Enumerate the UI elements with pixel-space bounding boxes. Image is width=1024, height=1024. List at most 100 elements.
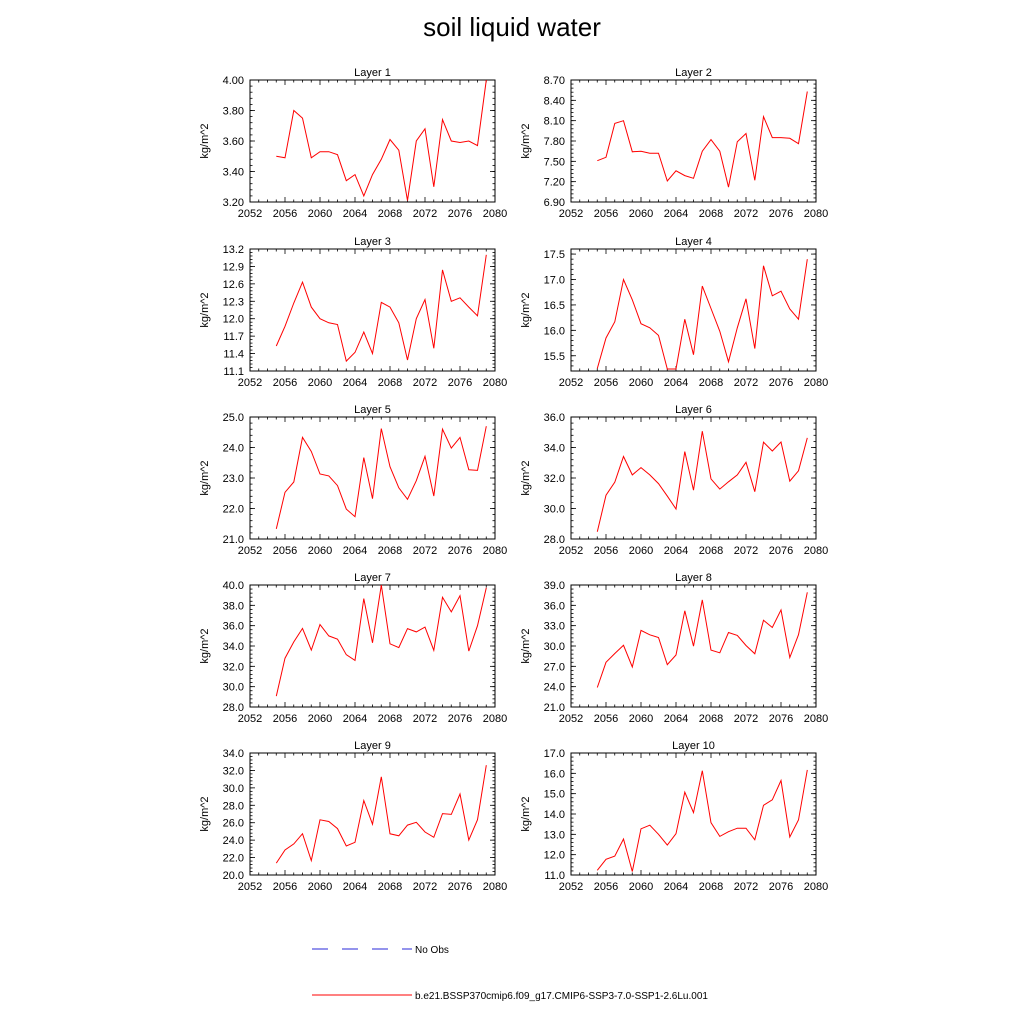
y-tick-label: 28.0 [223,800,244,812]
x-tick-label: 2072 [734,713,758,725]
y-tick-label: 3.80 [223,106,244,118]
x-tick-label: 2068 [378,545,402,557]
panel-title: Layer 10 [672,740,715,752]
x-tick-label: 2072 [734,881,758,893]
x-tick-label: 2080 [483,881,507,893]
x-tick-label: 2060 [629,545,653,557]
y-tick-label: 28.0 [544,534,565,546]
x-tick-label: 2056 [594,208,618,220]
panel-title: Layer 4 [675,236,712,248]
y-tick-label: 20.0 [223,870,244,882]
x-tick-label: 2060 [308,545,332,557]
x-tick-label: 2060 [308,713,332,725]
y-tick-label: 28.0 [223,702,244,714]
y-axis-label: kg/m^2 [199,292,211,327]
y-tick-label: 3.40 [223,167,244,179]
x-tick-label: 2076 [769,208,793,220]
y-tick-label: 7.20 [544,177,565,189]
y-tick-label: 24.0 [223,443,244,455]
x-tick-label: 2068 [378,881,402,893]
x-tick-label: 2064 [343,713,367,725]
x-tick-label: 2052 [238,545,262,557]
y-tick-label: 12.9 [223,261,244,273]
panel-title: Layer 6 [675,404,712,416]
y-tick-label: 17.5 [544,249,565,261]
x-tick-label: 2056 [273,545,297,557]
y-tick-label: 24.0 [544,682,565,694]
y-tick-label: 7.50 [544,156,565,168]
y-tick-label: 12.3 [223,296,244,308]
y-tick-label: 40.0 [223,580,244,592]
y-tick-label: 30.0 [544,641,565,653]
y-tick-label: 11.7 [223,331,244,343]
plot-frame [570,752,817,876]
y-tick-label: 39.0 [544,580,565,592]
x-tick-label: 2052 [238,377,262,389]
plot-frame [249,752,496,876]
panel-title: Layer 8 [675,572,712,584]
y-tick-label: 16.0 [544,325,565,337]
y-tick-label: 25.0 [223,412,244,424]
x-tick-label: 2060 [308,208,332,220]
y-tick-label: 22.0 [223,504,244,516]
x-tick-label: 2056 [594,377,618,389]
y-tick-label: 15.0 [544,789,565,801]
panel-layer-9: Layer 9 kg/m^2 2052 2056 2060 2064 2068 2072 207… [199,740,507,893]
series-line [275,585,487,697]
x-tick-label: 2080 [483,713,507,725]
y-tick-label: 12.6 [223,279,244,291]
series-line [275,254,487,363]
y-tick-label: 3.60 [223,136,244,148]
x-tick-label: 2076 [769,713,793,725]
y-tick-label: 26.0 [223,818,244,830]
panel-title: Layer 9 [354,740,391,752]
chart-title: soil liquid water [423,12,601,42]
series-line [596,769,808,872]
x-tick-label: 2060 [629,713,653,725]
series-line [596,259,808,370]
panel-layer-6: Layer 6 kg/m^2 2052 2056 2060 2064 2068 2072 207… [520,404,828,557]
x-tick-label: 2080 [804,377,828,389]
x-tick-label: 2052 [559,377,583,389]
x-tick-label: 2056 [273,208,297,220]
x-tick-label: 2080 [804,545,828,557]
x-tick-label: 2072 [734,208,758,220]
y-tick-label: 30.0 [223,783,244,795]
y-tick-label: 27.0 [544,661,565,673]
y-tick-label: 3.20 [223,197,244,209]
y-tick-label: 7.80 [544,136,565,148]
panel-title: Layer 3 [354,236,391,248]
x-tick-label: 2068 [699,881,723,893]
x-tick-label: 2064 [664,713,688,725]
x-tick-label: 2072 [413,713,437,725]
y-axis-label: kg/m^2 [520,292,532,327]
y-tick-label: 8.70 [544,75,565,87]
y-axis-label: kg/m^2 [520,123,532,158]
x-tick-label: 2068 [699,713,723,725]
x-tick-label: 2060 [629,377,653,389]
panel-layer-8: Layer 8 kg/m^2 2052 2056 2060 2064 2068 2072 207… [520,572,828,725]
y-tick-label: 30.0 [223,682,244,694]
y-tick-label: 32.0 [544,473,565,485]
y-tick-label: 11.1 [223,366,244,378]
panel-layer-1: Layer 1 kg/m^2 2052 2056 2060 2064 2068 2072 207… [199,67,507,220]
x-tick-label: 2080 [804,713,828,725]
x-tick-label: 2072 [734,545,758,557]
y-tick-label: 33.0 [544,621,565,633]
plot-frame [249,79,496,203]
y-tick-label: 24.0 [223,835,244,847]
x-tick-label: 2056 [273,881,297,893]
x-tick-label: 2076 [448,208,472,220]
x-tick-label: 2052 [238,881,262,893]
x-tick-label: 2076 [448,545,472,557]
y-tick-label: 4.00 [223,75,244,87]
y-axis-label: kg/m^2 [199,628,211,663]
y-axis-label: kg/m^2 [520,460,532,495]
series-line [275,426,487,530]
y-tick-label: 17.0 [544,275,565,287]
x-tick-label: 2080 [483,377,507,389]
panel-layer-5: Layer 5 kg/m^2 2052 2056 2060 2064 2068 2072 207… [199,404,507,557]
y-tick-label: 8.10 [544,116,565,128]
x-tick-label: 2068 [378,713,402,725]
